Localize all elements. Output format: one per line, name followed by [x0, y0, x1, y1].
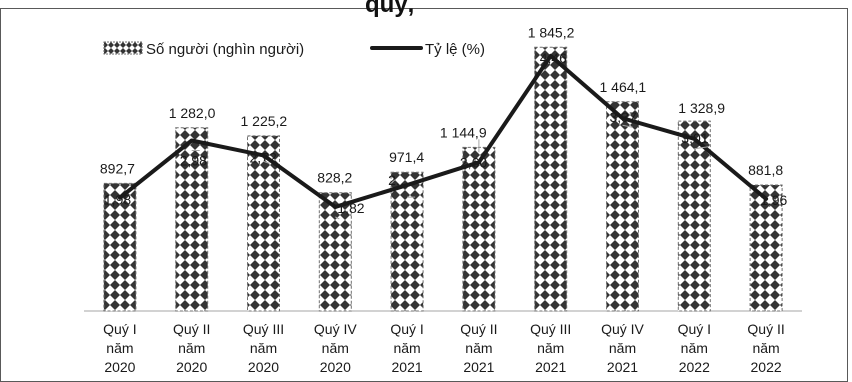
bar-9 — [677, 120, 711, 312]
legend-label-bars: Số người (nghìn người) — [146, 41, 304, 58]
legend-label-rate: Tỷ lệ (%) — [425, 41, 485, 58]
line-label-4: 1,82 — [337, 200, 364, 216]
x-tick-label-2-2: năm — [178, 340, 205, 356]
x-tick-label-9-3: 2022 — [679, 359, 710, 375]
x-tick-label-8-2: năm — [609, 340, 636, 356]
bar-6 — [462, 146, 496, 312]
line-label-7: 4,46 — [540, 50, 567, 66]
title-fragment: quý, — [365, 0, 414, 18]
x-tick-label-7-1: Quý III — [530, 321, 571, 337]
line-label-5: 2,… — [388, 172, 414, 188]
line-label-3: 2,72 — [250, 149, 277, 165]
x-tick-label-8-1: Quý IV — [601, 321, 644, 337]
legend-swatch-bars — [103, 41, 143, 55]
bar-1 — [103, 182, 137, 312]
bar-2 — [175, 127, 209, 312]
line-label-2: 2,98 — [180, 153, 207, 169]
line-label-6: 2,60 — [460, 154, 487, 170]
bar-label-9: 1 328,9 — [678, 100, 725, 116]
bar-label-4: 828,2 — [317, 170, 352, 186]
bar-label-3: 1 225,2 — [241, 113, 288, 129]
x-tick-label-9-2: năm — [681, 340, 708, 356]
x-tick-label-1-3: 2020 — [104, 359, 135, 375]
ticks-layer: Quý I năm 2020 Quý II năm 2020 Quý III năm 2020 Q… — [103, 321, 785, 375]
leader-line-8 — [622, 124, 633, 128]
leader-line-9 — [694, 146, 709, 150]
x-tick-label-4-2: năm — [322, 340, 349, 356]
x-tick-label-4-3: 2020 — [320, 359, 351, 375]
bar-label-1: 892,7 — [100, 160, 135, 176]
bar-7 — [534, 46, 568, 312]
line-label-10: 1,96 — [760, 192, 787, 208]
rate-line — [117, 53, 769, 209]
x-tick-label-7-3: 2021 — [535, 359, 566, 375]
bar-4 — [318, 192, 352, 312]
bar-10 — [749, 184, 783, 312]
x-tick-label-8-3: 2021 — [607, 359, 638, 375]
bar-5 — [390, 171, 424, 312]
bar-label-5: 971,4 — [389, 149, 424, 165]
x-tick-label-1-2: năm — [106, 340, 133, 356]
x-tick-label-5-1: Quý I — [390, 321, 423, 337]
x-tick-label-10-1: Quý II — [747, 321, 784, 337]
x-tick-label-3-3: 2020 — [248, 359, 279, 375]
x-tick-label-3-2: năm — [250, 340, 277, 356]
x-tick-label-2-3: 2020 — [176, 359, 207, 375]
leader-line-4 — [335, 216, 340, 220]
x-tick-label-10-3: 2022 — [751, 359, 782, 375]
leader-line-3 — [263, 160, 270, 164]
x-tick-label-4-1: Quý IV — [314, 321, 357, 337]
x-tick-label-6-3: 2021 — [463, 359, 494, 375]
bar-label-6: 1 144,9 — [440, 124, 487, 140]
line-layer — [117, 53, 769, 209]
x-tick-label-1-1: Quý I — [103, 321, 136, 337]
bar-label-8: 1 464,1 — [600, 79, 647, 95]
bar-label-2: 1 282,0 — [169, 105, 216, 121]
bar-8 — [606, 101, 639, 312]
x-tick-label-3-1: Quý III — [243, 321, 284, 337]
x-tick-label-6-1: Quý II — [460, 321, 497, 337]
x-tick-label-10-2: năm — [752, 340, 779, 356]
labels-layer: 892,7 1,98 1 282,0 2,98 1 225,2 2,72 828,2 1,82… — [100, 24, 788, 220]
x-tick-label-5-2: năm — [393, 340, 420, 356]
legend: Số người (nghìn người) Tỷ lệ (%) — [103, 41, 485, 58]
x-tick-label-2-1: Quý II — [173, 321, 210, 337]
line-label-1: 1,98 — [104, 192, 131, 208]
line-label-9: 3,01 — [681, 130, 708, 146]
x-tick-label-9-1: Quý I — [678, 321, 711, 337]
x-tick-label-7-2: năm — [537, 340, 564, 356]
x-tick-label-5-3: 2021 — [392, 359, 423, 375]
line-label-8: 3,37 — [610, 109, 637, 125]
bar-label-10: 881,8 — [748, 162, 783, 178]
bars-layer — [103, 46, 783, 312]
bar-label-7: 1 845,2 — [528, 24, 575, 40]
x-tick-label-6-2: năm — [465, 340, 492, 356]
